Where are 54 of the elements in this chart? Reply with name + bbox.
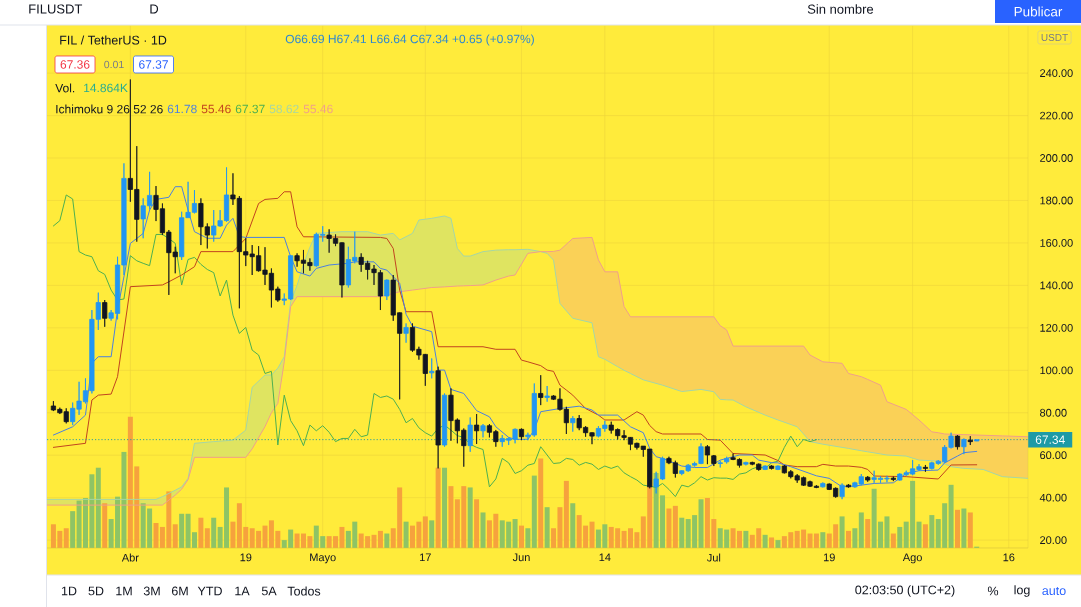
text: auto — [1042, 586, 1066, 596]
text: Sin nombre — [807, 4, 874, 14]
y-tick-label: 160.00 — [1040, 239, 1073, 247]
text: % — [987, 586, 999, 596]
annotation: 67.36 — [60, 60, 90, 69]
annotation: 55.46 — [201, 104, 231, 114]
annotation: 0.01 — [104, 60, 124, 69]
annotation: 67.37 — [139, 60, 168, 69]
y-tick-label: 80.00 — [1040, 408, 1067, 417]
y-tick-label: 100.00 — [1040, 366, 1073, 375]
annotation: 67.37 — [235, 104, 265, 114]
x-tick-label: Jul — [706, 553, 721, 562]
annotation: 58.62 — [269, 104, 299, 114]
text: 5D — [88, 586, 104, 596]
y-tick-label: 40.00 — [1039, 493, 1067, 502]
text: 6M — [171, 586, 188, 596]
x-tick-label: Mayo — [310, 553, 336, 564]
text: 1M — [116, 586, 132, 596]
text: Todos — [287, 586, 321, 596]
x-tick-label: Abr — [121, 553, 139, 562]
text: FIL / TetherUS · 1D — [60, 35, 167, 45]
annotation: 14.864K — [84, 83, 128, 93]
x-tick-label: 19 — [823, 553, 835, 562]
text: Publicar — [1014, 6, 1063, 17]
x-tick-label: Jun — [512, 553, 530, 562]
y-tick-label: 120.00 — [1040, 323, 1073, 332]
text: 3M — [143, 586, 160, 596]
annotation: 55.46 — [303, 104, 333, 114]
y-tick-label: 60.00 — [1040, 451, 1067, 460]
x-tick-label: 17 — [420, 553, 431, 562]
x-tick-label: 16 — [1003, 553, 1015, 562]
text: 5A — [261, 586, 277, 596]
y-tick-label: 140.00 — [1040, 281, 1073, 290]
annotation: O66.69 H67.41 L66.64 C67.34 +0.65 (+0.97%) — [285, 34, 534, 46]
y-tick-label: 240.00 — [1040, 69, 1073, 78]
annotation: Ichimoku 9 26 52 26 — [56, 104, 163, 114]
ref-line-label: 67.34 — [1035, 435, 1065, 444]
text: 02:03:50 (UTC+2) — [855, 585, 955, 597]
annotation: Vol. — [55, 83, 75, 93]
y-tick-label: 220.00 — [1040, 111, 1073, 120]
x-tick-label: Ago — [902, 553, 922, 564]
text: YTD — [197, 586, 222, 596]
text: 1A — [235, 586, 250, 596]
text: 1D — [61, 586, 77, 596]
text: FILUSDT — [29, 4, 83, 14]
y-tick-label: 200.00 — [1040, 154, 1073, 162]
text: D — [150, 4, 159, 14]
annotation: 61.78 — [167, 104, 197, 114]
y-tick-label: 180.00 — [1040, 196, 1073, 205]
x-tick-label: 19 — [240, 553, 252, 562]
x-tick-label: 14 — [599, 553, 611, 562]
text: log — [1014, 585, 1030, 597]
y-axis-title: USDT — [1041, 33, 1068, 42]
y-tick-label: 20.00 — [1040, 536, 1067, 545]
